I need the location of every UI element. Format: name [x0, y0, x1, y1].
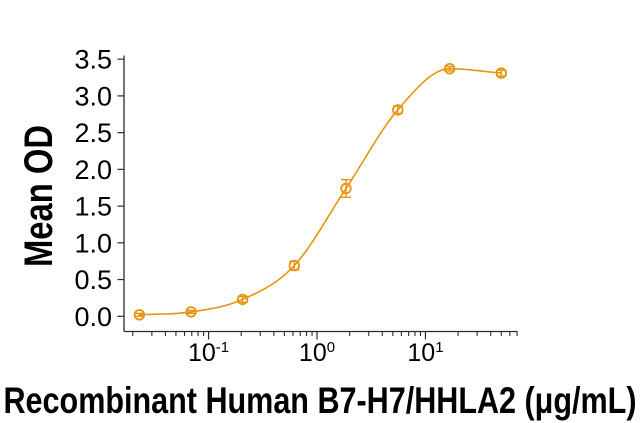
x-axis-title: Recombinant Human B7-H7/HHLA2 (μg/mL) [4, 380, 637, 421]
y-tick-label: 1.5 [74, 192, 112, 222]
y-tick-label: 3.0 [74, 81, 112, 111]
y-tick-label: 2.5 [74, 118, 112, 148]
x-tick-label: 101 [407, 339, 443, 367]
x-tick-label: 10-1 [188, 339, 229, 367]
fit-curve [138, 67, 503, 316]
y-tick-label: 0.5 [74, 265, 112, 295]
x-tick-label: 100 [299, 339, 335, 367]
y-tick-label: 3.5 [74, 45, 112, 75]
y-axis-title: Mean OD [17, 125, 61, 267]
plot-area: 10-1 100 101 0.0 0.5 1.0 1.5 2.0 2.5 3.0 3.5 [74, 45, 518, 367]
y-tick-label: 1.0 [74, 228, 112, 258]
y-tick-label: 0.0 [74, 302, 112, 332]
y-tick-label: 2.0 [74, 155, 112, 185]
